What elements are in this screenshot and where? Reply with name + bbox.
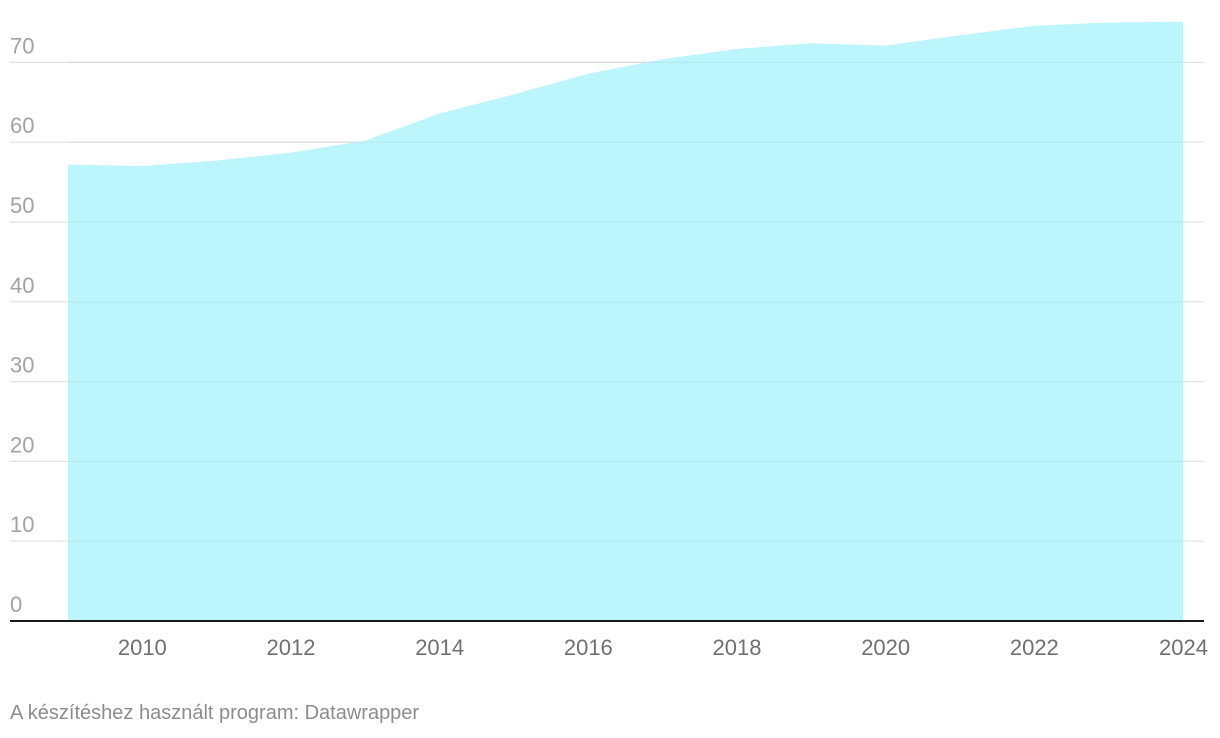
x-tick-label: 2012 [267, 635, 316, 660]
y-tick-label: 40 [10, 273, 34, 298]
footer-credit: A készítéshez használt program: Datawrap… [10, 702, 420, 724]
x-tick-label: 2018 [713, 635, 762, 660]
x-axis-ticks: 2010 2012 2014 2016 2018 2020 2022 2024 [118, 635, 1208, 660]
area-fill [68, 21, 1183, 621]
y-tick-label: 50 [10, 193, 34, 218]
y-tick-label: 70 [10, 33, 34, 58]
y-tick-label: 20 [10, 432, 34, 457]
y-tick-label: 0 [10, 592, 22, 617]
x-tick-label: 2022 [1010, 635, 1059, 660]
x-tick-label: 2016 [564, 635, 613, 660]
x-tick-label: 2024 [1159, 635, 1208, 660]
y-tick-label: 60 [10, 113, 34, 138]
y-tick-label: 10 [10, 512, 34, 537]
x-tick-label: 2020 [861, 635, 910, 660]
area-series [68, 21, 1183, 621]
y-axis-ticks: 0 10 20 30 40 50 60 70 [10, 33, 34, 617]
x-tick-label: 2010 [118, 635, 167, 660]
x-tick-label: 2014 [415, 635, 464, 660]
y-tick-label: 30 [10, 353, 34, 378]
area-chart: 0 10 20 30 40 50 60 70 2010 2012 2014 2016 2018 2020… [10, 21, 1208, 660]
